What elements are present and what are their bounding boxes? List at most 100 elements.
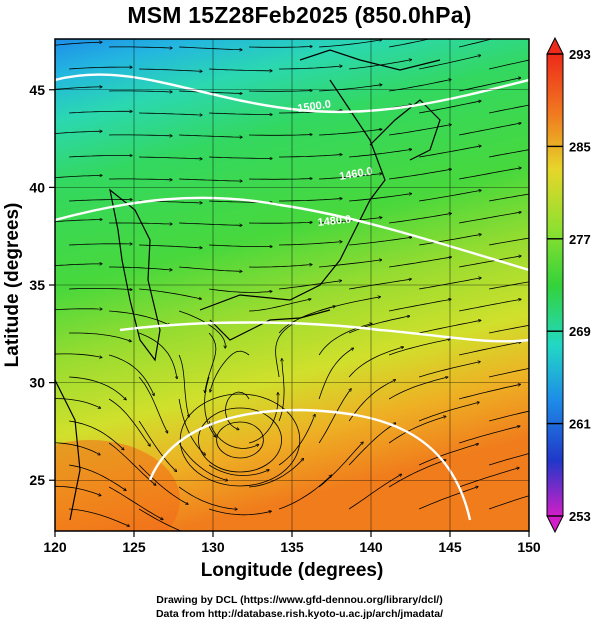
streamline bbox=[109, 179, 172, 180]
streamline bbox=[418, 487, 478, 510]
streamline bbox=[55, 485, 101, 495]
colorbar-tick-label: 293 bbox=[569, 47, 591, 62]
map-title: MSM 15Z28Feb2025 (850.0hPa) bbox=[127, 2, 472, 28]
streamline bbox=[69, 420, 124, 450]
streamline bbox=[349, 237, 412, 246]
streamline bbox=[249, 91, 312, 92]
streamline bbox=[139, 156, 202, 159]
streamline bbox=[319, 129, 382, 136]
streamline bbox=[559, 369, 599, 377]
x-tick-label: 125 bbox=[122, 539, 146, 555]
streamline bbox=[559, 194, 599, 201]
streamline bbox=[349, 149, 412, 158]
y-tick-label: 35 bbox=[29, 277, 45, 293]
streamline bbox=[139, 288, 201, 299]
streamline bbox=[69, 111, 132, 114]
y-tick-label: 40 bbox=[29, 179, 45, 195]
streamline bbox=[249, 299, 311, 312]
graticule bbox=[55, 39, 529, 531]
streamline bbox=[108, 486, 163, 520]
streamline bbox=[55, 309, 102, 311]
streamline bbox=[108, 398, 150, 446]
streamline bbox=[489, 104, 529, 114]
streamline bbox=[348, 316, 410, 334]
streamline bbox=[559, 105, 599, 113]
streamline bbox=[178, 398, 205, 455]
streamline bbox=[55, 87, 102, 90]
streamline bbox=[459, 256, 521, 268]
y-axis: 25 30 35 40 45 bbox=[29, 82, 55, 488]
streamline bbox=[389, 39, 431, 48]
streamline bbox=[318, 323, 372, 356]
streamline bbox=[55, 264, 102, 267]
x-tick-label: 120 bbox=[43, 539, 67, 555]
streamline bbox=[138, 508, 182, 531]
streamline bbox=[459, 168, 521, 180]
streamline bbox=[55, 42, 102, 46]
streamline bbox=[349, 194, 412, 202]
x-tick-label: 150 bbox=[517, 539, 541, 555]
streamline bbox=[319, 85, 382, 92]
streamline bbox=[69, 67, 132, 70]
streamline bbox=[388, 377, 448, 400]
streamline bbox=[349, 279, 411, 290]
streamline bbox=[55, 353, 102, 358]
streamline bbox=[489, 237, 529, 246]
streamline bbox=[138, 464, 188, 504]
streamline bbox=[529, 35, 591, 47]
streamline bbox=[204, 376, 216, 437]
streamline bbox=[109, 47, 172, 48]
streamline bbox=[489, 368, 529, 378]
streamline bbox=[248, 393, 278, 444]
streamline bbox=[459, 299, 521, 312]
streamline bbox=[55, 175, 102, 179]
streamline bbox=[209, 288, 272, 292]
streamline bbox=[279, 155, 342, 158]
streamline bbox=[389, 80, 451, 92]
credit-line-drawing: Drawing by DCL (https://www.gfd-dennou.o… bbox=[156, 594, 443, 606]
streamline bbox=[389, 257, 451, 268]
streamline bbox=[278, 414, 315, 466]
x-tick-label: 130 bbox=[201, 539, 225, 555]
geopotential-contours bbox=[55, 73, 529, 521]
colorbar-scale bbox=[546, 53, 564, 517]
streamline bbox=[488, 495, 529, 510]
streamline bbox=[249, 265, 312, 268]
streamline bbox=[55, 220, 102, 223]
streamlines bbox=[55, 35, 599, 531]
streamline bbox=[489, 410, 529, 422]
streamline bbox=[109, 135, 172, 136]
colorbar-tick-label: 253 bbox=[569, 509, 591, 524]
streamline bbox=[69, 508, 129, 526]
streamline bbox=[55, 442, 100, 455]
streamline bbox=[249, 135, 312, 136]
streamline bbox=[388, 460, 446, 488]
streamline bbox=[348, 347, 403, 378]
streamline bbox=[489, 324, 529, 334]
streamline bbox=[458, 468, 519, 488]
streamline bbox=[559, 496, 599, 509]
streamline bbox=[179, 266, 242, 271]
streamline bbox=[559, 282, 599, 289]
streamline bbox=[389, 213, 451, 224]
streamline bbox=[459, 78, 521, 92]
streamline bbox=[418, 402, 479, 422]
streamline bbox=[249, 222, 312, 223]
y-tick-label: 25 bbox=[29, 472, 45, 488]
streamline bbox=[458, 426, 520, 444]
streamline bbox=[348, 380, 395, 422]
streamline bbox=[489, 59, 529, 70]
contour-label-1500: 1500.0 bbox=[297, 98, 332, 115]
streamline bbox=[279, 66, 342, 70]
streamline bbox=[279, 242, 342, 246]
streamline bbox=[389, 299, 451, 312]
streamline bbox=[178, 442, 228, 481]
streamline bbox=[318, 348, 353, 400]
streamline bbox=[319, 218, 382, 224]
streamline bbox=[489, 193, 529, 202]
streamline bbox=[109, 310, 170, 325]
x-axis-label: Longitude (degrees) bbox=[201, 560, 384, 581]
colorbar-min-triangle bbox=[546, 515, 564, 534]
streamline bbox=[179, 46, 242, 50]
